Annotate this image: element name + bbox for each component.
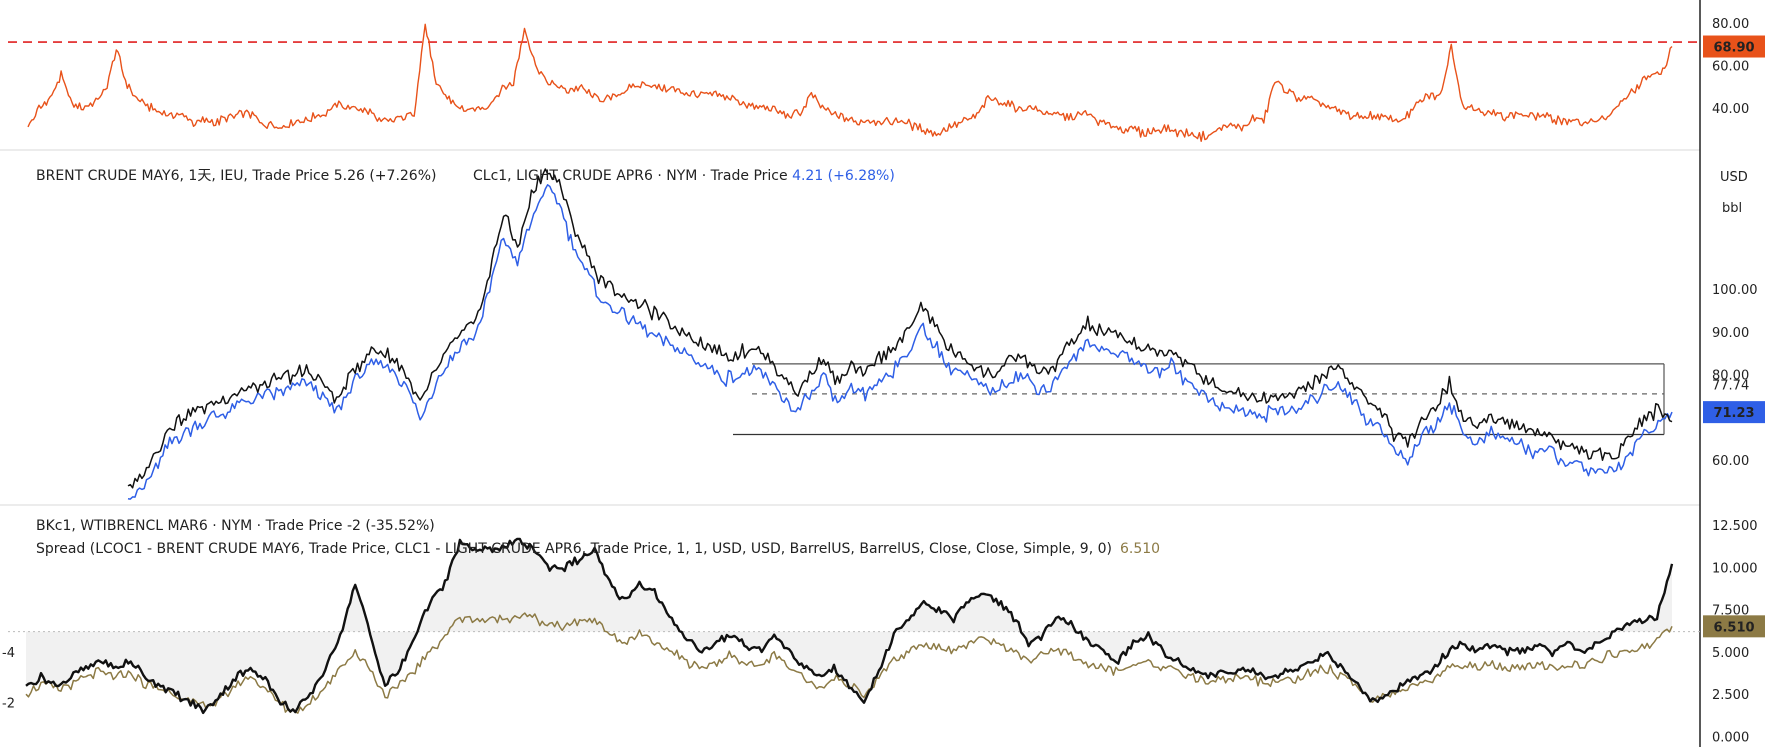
spread-legend-value: 6.510 xyxy=(1120,541,1160,557)
unit-usd: USD xyxy=(1720,170,1748,185)
spread-tick-label: 0.000 xyxy=(1712,731,1749,746)
spread-tick-label: 10.000 xyxy=(1712,561,1758,576)
wti-last-value-badge xyxy=(1703,401,1765,424)
top-tick-label: 60.00 xyxy=(1712,59,1749,74)
top-tick-label: 40.00 xyxy=(1712,102,1749,117)
price-tick-label: 60.00 xyxy=(1712,454,1749,469)
left-axis-tick-label: -2 xyxy=(2,697,15,712)
left-axis-tick-label: -4 xyxy=(2,646,15,661)
spread-last-value-badge-label: 6.510 xyxy=(1713,620,1754,635)
top-last-value-badge xyxy=(1703,35,1765,58)
brent-legend[interactable]: BRENT CRUDE MAY6, 1天, IEU, Trade Price 5… xyxy=(36,168,436,184)
spread-tick-label: 7.500 xyxy=(1712,604,1749,619)
spread-tick-label: 5.000 xyxy=(1712,646,1749,661)
spread-tick-label: 2.500 xyxy=(1712,688,1749,703)
spread-black-line xyxy=(25,537,1674,715)
price-tick-label: 100.00 xyxy=(1712,283,1758,298)
spread-legend[interactable]: Spread (LCOC1 - BRENT CRUDE MAY6, Trade … xyxy=(36,541,1160,557)
brent-price-line xyxy=(127,168,1673,489)
wti-price-line xyxy=(127,184,1673,500)
top-panel: 80.00 60.00 40.00 68.90 xyxy=(8,17,1765,142)
unit-bbl: bbl xyxy=(1722,201,1742,216)
wti-legend-value: 4.21 (+6.28%) xyxy=(792,168,895,184)
spread-legend-label: Spread (LCOC1 - BRENT CRUDE MAY6, Trade … xyxy=(36,541,1112,557)
spread-panel: 12.500 10.000 7.500 5.000 2.500 0.000 -4 -2 6.51… xyxy=(2,519,1765,746)
price-partial-tick-label: 80.00 xyxy=(1712,369,1749,384)
top-tick-label: 80.00 xyxy=(1712,17,1749,32)
bk-legend[interactable]: BKc1, WTIBRENCL MAR6 · NYM · Trade Price… xyxy=(36,518,435,534)
wti-legend-label: CLc1, LIGHT CRUDE APR6 · NYM · Trade Pri… xyxy=(473,168,792,184)
wti-last-value-badge-label: 71.23 xyxy=(1713,406,1754,421)
top-last-value-badge-label: 68.90 xyxy=(1713,41,1754,56)
spread-tick-label: 12.500 xyxy=(1712,519,1758,534)
top-indicator-line xyxy=(27,23,1673,142)
range-value-label: 77.74 xyxy=(1712,378,1749,393)
spread-fill-area xyxy=(26,538,1672,713)
spread-last-value-badge xyxy=(1703,615,1765,638)
wti-legend[interactable]: CLc1, LIGHT CRUDE APR6 · NYM · Trade Pri… xyxy=(473,168,895,184)
price-tick-label: 90.00 xyxy=(1712,326,1749,341)
